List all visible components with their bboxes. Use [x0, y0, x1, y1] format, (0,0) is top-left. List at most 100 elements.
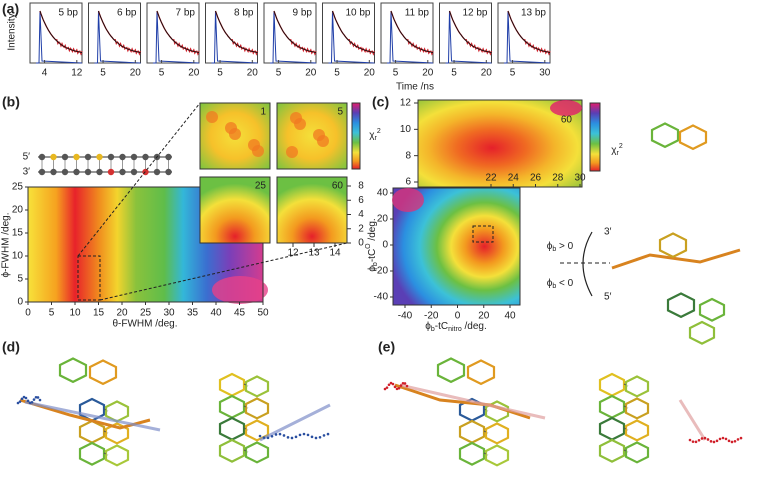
fit-curve [332, 10, 375, 53]
panel-label: (e) [378, 339, 395, 355]
panel-label: (c) [372, 94, 389, 110]
x-tick-label: 0 [25, 308, 31, 319]
vector-arrow [678, 399, 707, 441]
md-point [38, 398, 42, 402]
nucleotide [165, 153, 172, 161]
inset-label: 25 [255, 181, 267, 192]
md-point [24, 396, 28, 400]
y-tick-label: 5 [17, 274, 23, 285]
x-tick-label: 45 [234, 308, 246, 319]
molecule-ring [484, 444, 510, 467]
molecule-ring [436, 357, 466, 384]
y-tick-label: 10 [12, 251, 24, 262]
subplot-label: 13 bp [521, 8, 546, 19]
label-part: /deg. [367, 218, 378, 243]
y-tick-label: 0 [382, 240, 388, 251]
fit-curve [273, 10, 317, 53]
y-tick-label: 15 [12, 228, 24, 239]
md-point [709, 440, 713, 443]
x-axis-label: θ-FWHM /deg. [112, 319, 177, 330]
fit-curve [98, 10, 141, 53]
md-point [688, 438, 692, 442]
x-tick-label: 20 [188, 68, 200, 79]
subplot-frame [380, 2, 434, 64]
nucleotide [84, 153, 92, 161]
nucleotide [142, 153, 149, 161]
md-point [721, 436, 725, 440]
md-point [387, 383, 391, 387]
x-tick-label: 15 [93, 308, 105, 319]
panel-label: (d) [2, 339, 20, 355]
md-point [397, 386, 401, 390]
md-point [733, 440, 737, 443]
molecule-ring [458, 419, 486, 444]
md-point [302, 432, 306, 436]
x-tick-label: 5 [393, 68, 399, 79]
annotation: ϕb < 0 [547, 278, 574, 291]
y-axis-label: Intensity [7, 13, 18, 50]
y-tick-label: 12 [400, 98, 412, 109]
md-point [322, 434, 326, 437]
md-point [403, 382, 407, 385]
subplot-label: 6 bp [117, 8, 137, 19]
molecule-ring [244, 375, 270, 398]
x-tick-label: -20 [424, 311, 439, 322]
molecule-ring [466, 359, 496, 386]
x-tick-label: 24 [508, 173, 520, 184]
molecule-ring [104, 444, 130, 467]
md-point [270, 434, 274, 438]
nucleotide [153, 168, 161, 176]
subplot-frame [88, 2, 141, 64]
y-tick-label: 6 [405, 177, 411, 188]
label-part: ϕ [367, 266, 378, 272]
heatmap-blob [206, 111, 218, 123]
md-point [730, 440, 734, 444]
h-bond [243, 383, 249, 387]
fit-curve [507, 10, 551, 53]
nucleotide [130, 168, 138, 176]
molecule-ring [688, 320, 716, 345]
molecule-ring [218, 438, 246, 463]
molecule-ring [104, 400, 130, 423]
x-tick-label: 30 [574, 173, 586, 184]
x-tick-label: 26 [530, 173, 542, 184]
heatmap-blob [313, 129, 325, 141]
panel-label: (b) [2, 94, 20, 110]
molecule-ring [458, 441, 486, 466]
molecule-ring [78, 441, 106, 466]
md-point [739, 436, 743, 440]
colorbar-label: χr2 [369, 128, 381, 142]
nucleotide [96, 168, 103, 176]
heatmap-region [550, 100, 582, 116]
heatmap-region [392, 188, 424, 212]
molecule-ring [88, 359, 118, 386]
nucleotide [84, 168, 92, 176]
h-bond [103, 452, 109, 456]
md-point [278, 432, 282, 436]
label-part: < 0 [556, 278, 573, 289]
md-point [30, 400, 34, 404]
x-tick-label: 5 [334, 68, 340, 79]
x-tick-label: 5 [217, 68, 223, 79]
md-point [22, 395, 26, 399]
y-axis-label: ϕb-tCO /deg. [365, 218, 379, 271]
y-tick-label: -20 [374, 266, 389, 277]
inset-label: 60 [332, 181, 344, 192]
label-part: b [431, 326, 435, 333]
molecule-ring [244, 397, 270, 420]
molecule-ring [484, 400, 510, 423]
x-tick-label: 20 [305, 68, 317, 79]
y-tick-label: 0 [358, 238, 364, 249]
fit-curve [390, 10, 434, 53]
md-point [282, 434, 286, 437]
md-point [712, 440, 716, 444]
nucleotide [38, 153, 46, 161]
x-tick-label: 10 [69, 308, 81, 319]
colorbar-label: χr2 [611, 143, 623, 157]
x-tick-label: 40 [210, 308, 222, 319]
x-tick-label: 22 [485, 173, 497, 184]
molecule-ring [218, 416, 246, 441]
x-tick-label: -40 [398, 311, 413, 322]
molecule-ring [666, 292, 696, 319]
